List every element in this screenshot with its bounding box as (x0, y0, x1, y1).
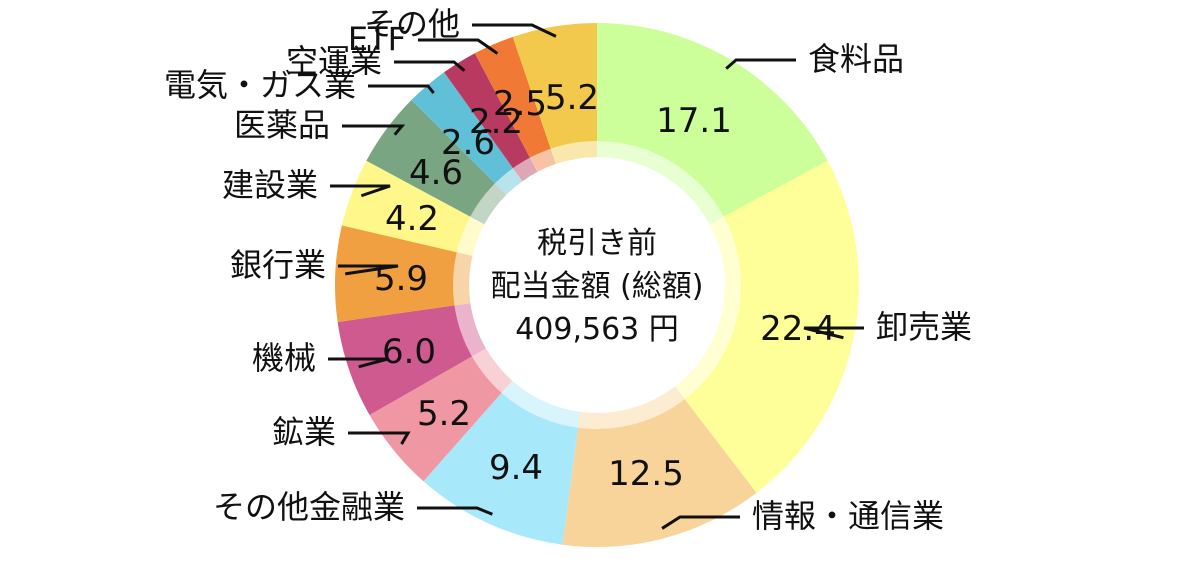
value-label-1: 22.4 (760, 309, 836, 349)
category-label-7: 建設業 (222, 166, 318, 204)
leader-line-3 (417, 506, 493, 516)
slice-6-5-9 (335, 225, 473, 322)
slice-10-2-2 (444, 53, 538, 182)
slice-4-5-2 (369, 348, 513, 482)
center-summary: 税引き前 配当金額 (総額) 409,563 円 (491, 226, 704, 347)
center-line-2: 配当金額 (総額) (491, 269, 704, 304)
leader-line-11 (418, 38, 499, 55)
value-label-3: 9.4 (489, 448, 543, 488)
category-label-4: 鉱業 (272, 413, 336, 451)
leader-line-0 (725, 58, 796, 70)
leader-line-1 (803, 326, 864, 340)
leader-line-10 (394, 60, 466, 72)
value-label-8: 4.6 (409, 153, 463, 193)
value-label-10: 2.2 (469, 102, 523, 142)
category-label-5: 機械 (252, 339, 316, 377)
value-label-9: 2.6 (441, 123, 495, 163)
leader-line-8 (342, 124, 406, 136)
category-label-10: 空運業 (286, 42, 382, 80)
category-label-9: 電気・ガス業 (164, 66, 356, 104)
slice-12-5-2 (512, 23, 597, 164)
value-label-4: 5.2 (417, 394, 471, 434)
category-label-6: 銀行業 (230, 246, 326, 284)
center-line-1: 税引き前 (537, 226, 657, 261)
category-label-3: その他金融業 (213, 488, 405, 526)
leader-line-4 (348, 431, 411, 445)
slice-9-2-6 (411, 72, 523, 195)
category-label-0: 食料品 (808, 40, 904, 78)
category-label-8: 医薬品 (234, 106, 330, 144)
category-label-11: ETF (348, 20, 406, 58)
leader-line-9 (368, 84, 435, 95)
category-label-2: 情報・通信業 (752, 497, 944, 535)
center-line-3: 409,563 円 (515, 312, 679, 347)
slice-5-6-0 (337, 303, 486, 416)
category-label-1: 卸売業 (876, 308, 972, 346)
leaders-layer (328, 23, 864, 530)
leader-line-6 (338, 264, 399, 276)
inner-ring-highlight (453, 141, 741, 429)
slice-8-4-6 (366, 100, 507, 225)
value-label-0: 17.1 (656, 101, 732, 141)
slice-0-17-1 (597, 23, 828, 225)
leader-line-2 (661, 515, 740, 530)
value-label-11: 2.5 (493, 84, 547, 124)
value-labels-layer: 17.122.412.59.45.26.05.94.24.62.62.22.55… (374, 78, 836, 494)
value-label-7: 4.2 (385, 199, 439, 239)
leader-line-5 (328, 357, 389, 369)
slice-3-9-4 (423, 380, 581, 545)
slices-layer (335, 23, 859, 548)
value-label-6: 5.9 (374, 259, 428, 299)
value-label-2: 12.5 (608, 454, 684, 494)
value-label-12: 5.2 (545, 78, 599, 118)
category-label-12: その他 (364, 5, 460, 43)
value-label-5: 6.0 (382, 332, 436, 372)
leader-line-7 (330, 184, 391, 198)
slice-11-2-5 (474, 36, 556, 172)
leader-line-12 (472, 23, 557, 38)
